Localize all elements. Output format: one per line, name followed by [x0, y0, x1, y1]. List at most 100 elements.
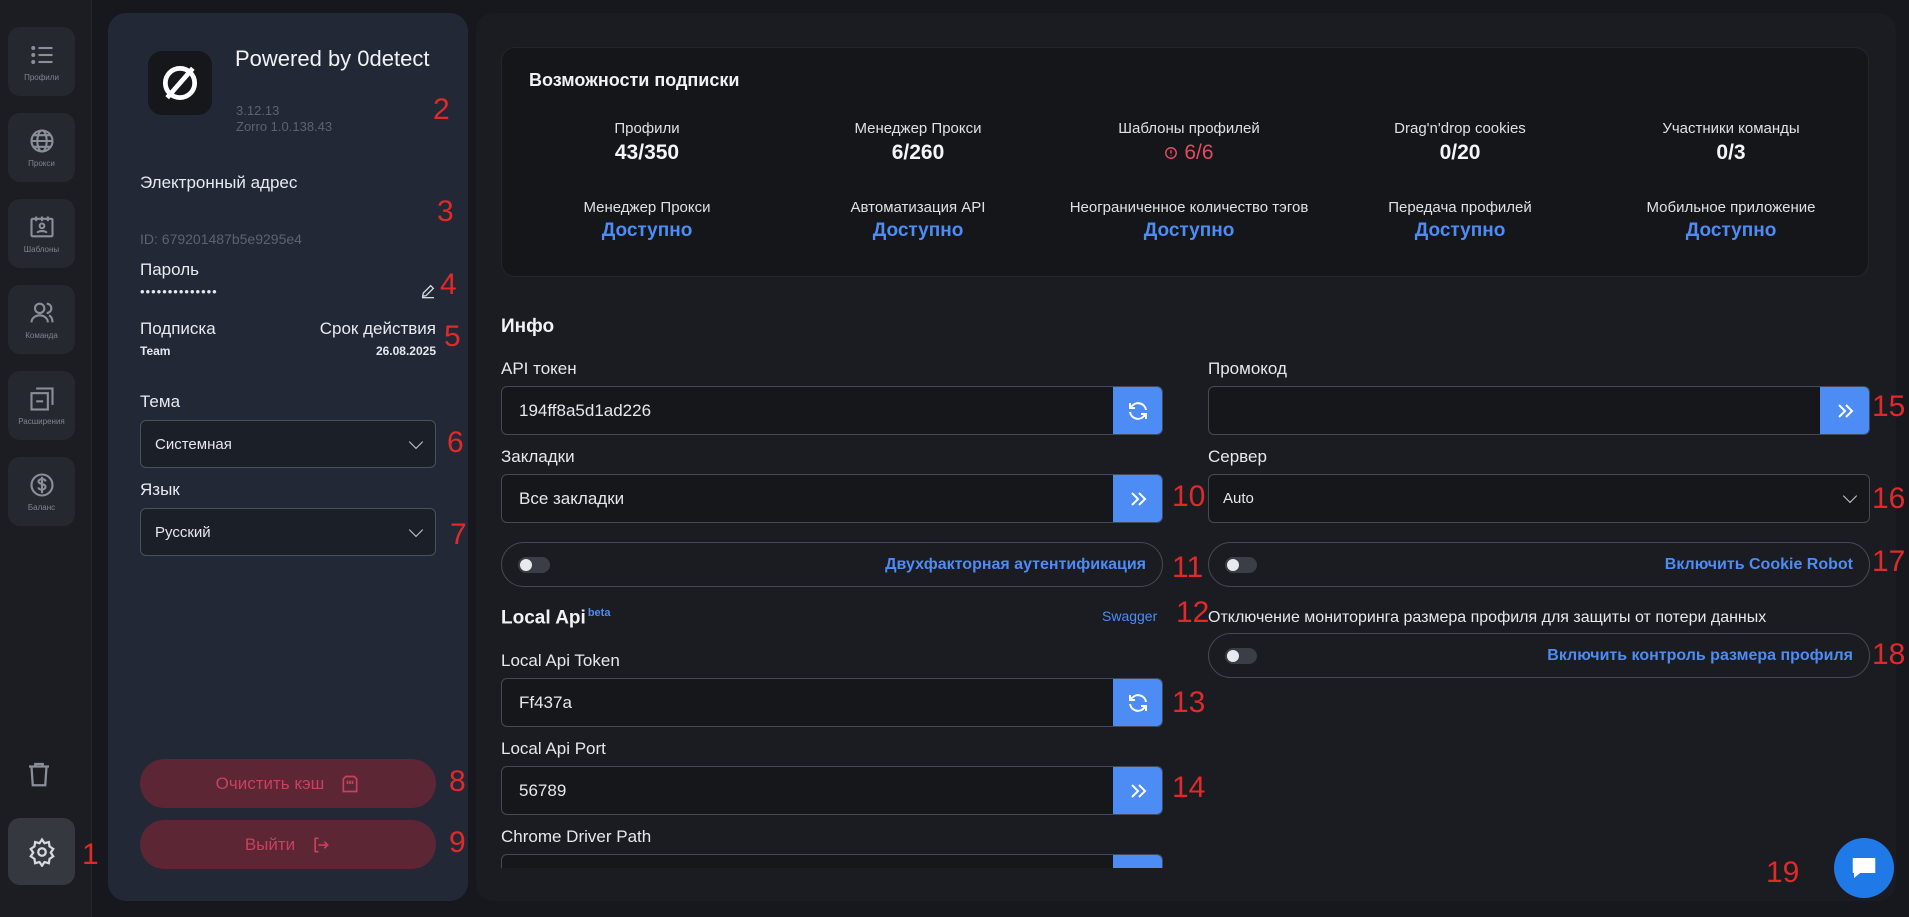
api-token-label: API токен: [501, 359, 577, 378]
swagger-link[interactable]: Swagger: [1102, 608, 1158, 624]
settings-button[interactable]: [8, 818, 75, 885]
cap-value: 0/3: [1716, 141, 1746, 164]
sd-card-icon: [342, 775, 358, 792]
server-label: Сервер: [1208, 447, 1267, 466]
rail-label: Профили: [24, 73, 59, 82]
marker-17: 17: [1872, 545, 1906, 578]
refresh-api-token-button[interactable]: [1113, 387, 1162, 434]
api-token-field[interactable]: 194ff8a5d1ad226: [501, 386, 1163, 435]
marker-5: 5: [444, 320, 461, 353]
version-text: 3.12.13: [236, 103, 280, 118]
logout-label: Выйти: [244, 834, 296, 854]
globe-icon: [29, 129, 54, 153]
cap-profiles: Профили 43/350: [522, 121, 772, 165]
size-control-row[interactable]: Включить контроль размера профиля: [1208, 633, 1870, 678]
local-api-port-field[interactable]: 56789: [501, 766, 1163, 815]
rail-item-templates[interactable]: Шаблоны: [8, 199, 75, 268]
bookmarks-go-button[interactable]: [1113, 475, 1162, 522]
cap-dragdrop-cookies: Drag'n'drop cookies 0/20: [1335, 121, 1585, 165]
extensions-icon: [29, 387, 54, 411]
trash-button[interactable]: [24, 759, 58, 793]
cap-label: Менеджер Прокси: [854, 120, 982, 137]
cap-label: Неограниченное количество тэгов: [1069, 199, 1309, 216]
zorro-version-text: Zorro 1.0.138.43: [236, 119, 333, 134]
capabilities-title: Возможности подписки: [529, 70, 740, 90]
marker-9: 9: [449, 826, 466, 859]
marker-4: 4: [440, 268, 457, 301]
cap-label: Drag'n'drop cookies: [1394, 120, 1526, 137]
clear-cache-button[interactable]: Очистить кэш: [140, 759, 436, 808]
cookie-robot-row[interactable]: Включить Cookie Robot: [1208, 542, 1870, 587]
marker-8: 8: [449, 765, 466, 798]
two-factor-row[interactable]: Двухфакторная аутентификация: [501, 542, 1163, 587]
trash-icon: [29, 762, 49, 787]
cap-value: Доступно: [1685, 220, 1777, 241]
language-value: Русский: [155, 523, 211, 541]
edit-password-button[interactable]: [420, 283, 438, 301]
promo-label: Промокод: [1208, 359, 1287, 378]
two-factor-toggle[interactable]: [518, 556, 550, 573]
cap-value: Доступно: [1143, 220, 1235, 241]
marker-13: 13: [1172, 686, 1206, 719]
marker-18: 18: [1872, 638, 1906, 671]
local-api-token-field[interactable]: Ff437a: [501, 678, 1163, 727]
chrome-driver-button[interactable]: [1113, 855, 1162, 868]
marker-10: 10: [1172, 480, 1206, 513]
cap-label: Профили: [614, 120, 680, 137]
password-label: Пароль: [140, 260, 199, 279]
chat-widget-button[interactable]: [1834, 838, 1894, 898]
local-api-token-label: Local Api Token: [501, 651, 620, 670]
size-monitor-title: Отключение мониторинга размера профиля д…: [1208, 609, 1767, 626]
local-api-title: Local Api beta: [501, 607, 610, 629]
gear-icon: [28, 836, 55, 867]
subscription-value: Team: [140, 344, 171, 358]
size-control-toggle[interactable]: [1225, 647, 1257, 664]
chrome-driver-field[interactable]: [501, 854, 1163, 868]
rail-item-team[interactable]: Команда: [8, 285, 75, 354]
language-label: Язык: [140, 480, 180, 499]
size-control-label: Включить контроль размера профиля: [1547, 646, 1853, 664]
team-icon: [29, 302, 54, 323]
cap-value: Доступно: [1414, 220, 1506, 241]
info-title: Инфо: [501, 316, 555, 337]
chevron-down-icon: [1842, 488, 1858, 504]
logout-button[interactable]: Выйти: [140, 820, 436, 869]
server-select[interactable]: Auto: [1208, 474, 1870, 523]
email-label: Электронный адрес: [140, 173, 298, 192]
rail-label: Прокси: [28, 159, 55, 168]
promo-apply-button[interactable]: [1820, 387, 1869, 434]
rail-item-proxy[interactable]: Прокси: [8, 113, 75, 182]
cap-team-members: Участники команды 0/3: [1606, 121, 1856, 165]
cap-profile-templates: Шаблоны профилей 6/6: [1064, 121, 1314, 165]
bookmarks-field[interactable]: Все закладки: [501, 474, 1163, 523]
expiry-value: 26.08.2025: [375, 344, 436, 358]
cap-mobile-app: Мобильное приложение Доступно: [1606, 200, 1856, 242]
password-value: ••••••••••••••: [140, 284, 218, 299]
refresh-icon: [1129, 693, 1147, 712]
main-content: Возможности подписки Профили 43/350 Мене…: [476, 13, 1896, 901]
rail-item-balance[interactable]: Баланс: [8, 457, 75, 526]
marker-16: 16: [1872, 482, 1906, 515]
language-select[interactable]: Русский: [140, 508, 436, 556]
rail-item-profiles[interactable]: Профили: [8, 27, 75, 96]
cap-label: Мобильное приложение: [1646, 199, 1816, 216]
cap-unlimited-tags: Неограниченное количество тэгов Доступно: [1064, 200, 1314, 242]
rail-label: Команда: [25, 331, 58, 340]
cookie-robot-toggle[interactable]: [1225, 556, 1257, 573]
chevron-down-icon: [408, 522, 424, 537]
promo-field[interactable]: [1208, 386, 1870, 435]
port-apply-button[interactable]: [1113, 767, 1162, 814]
marker-19: 19: [1766, 856, 1800, 889]
rail-label: Баланс: [27, 503, 56, 512]
clear-cache-label: Очистить кэш: [215, 773, 325, 793]
cap-value-warning: 6/6: [1064, 141, 1314, 165]
refresh-local-token-button[interactable]: [1113, 679, 1162, 726]
cap-value: 6/260: [891, 141, 945, 164]
subscription-capabilities: Возможности подписки Профили 43/350 Мене…: [501, 47, 1869, 277]
theme-label: Тема: [140, 392, 181, 411]
template-icon: [29, 216, 54, 238]
theme-select[interactable]: Системная: [140, 420, 436, 468]
rail-item-extensions[interactable]: Расширения: [8, 371, 75, 440]
marker-1: 1: [82, 838, 99, 871]
pencil-icon: [421, 284, 435, 299]
